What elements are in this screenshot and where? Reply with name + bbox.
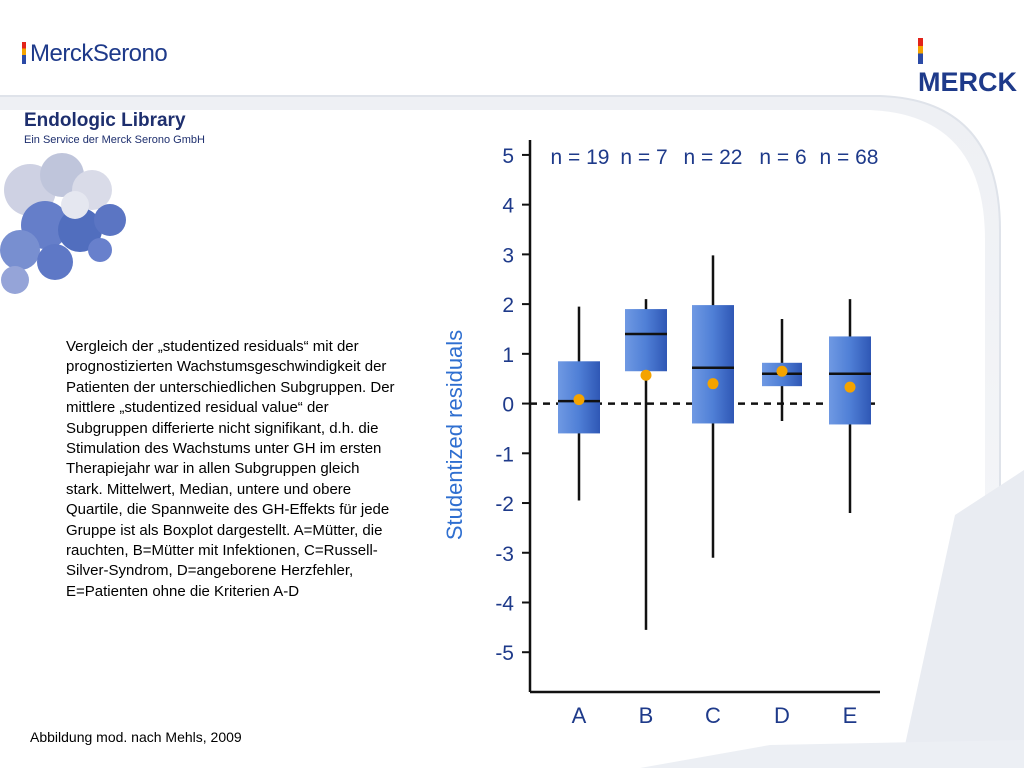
y-tick-label: 1 [502, 344, 514, 367]
merck-logo: MERCK [918, 36, 1024, 98]
count-label: n = 19 [551, 146, 610, 169]
figure-source: Abbildung mod. nach Mehls, 2009 [30, 729, 242, 745]
x-tick-label: A [572, 703, 587, 728]
library-title: Endologic Library [24, 110, 186, 131]
y-tick-label: 4 [502, 195, 514, 218]
x-tick-label: E [843, 703, 858, 728]
y-tick-label: -3 [495, 543, 514, 566]
box [829, 336, 871, 425]
x-tick-label: B [639, 703, 654, 728]
x-tick-label: D [774, 703, 790, 728]
figure-description: Vergleich der „studentized residuals“ mi… [66, 338, 395, 600]
x-tick-label: C [705, 703, 721, 728]
mean-point [776, 365, 788, 377]
count-label: n = 68 [820, 146, 879, 169]
mean-point [844, 381, 856, 393]
y-tick-label: 2 [502, 294, 514, 317]
count-label: n = 6 [759, 146, 806, 169]
library-subtitle: Ein Service der Merck Serono GmbH [24, 134, 205, 146]
mean-point [573, 394, 585, 406]
y-tick-label: -4 [495, 592, 514, 615]
y-tick-label: 0 [502, 394, 514, 417]
y-tick-label: -5 [495, 642, 514, 665]
count-label: n = 22 [684, 146, 743, 169]
box [692, 305, 734, 424]
y-tick-label: -1 [495, 443, 514, 466]
merck-serono-logo: MerckSerono [22, 40, 168, 68]
mean-point [640, 369, 652, 381]
y-axis-label: Studentized residuals [442, 330, 467, 540]
count-label: n = 7 [620, 146, 667, 169]
y-tick-label: 5 [502, 145, 514, 168]
mean-point [707, 378, 719, 390]
y-tick-label: 3 [502, 244, 514, 267]
y-tick-label: -2 [495, 493, 514, 516]
box [625, 309, 667, 372]
